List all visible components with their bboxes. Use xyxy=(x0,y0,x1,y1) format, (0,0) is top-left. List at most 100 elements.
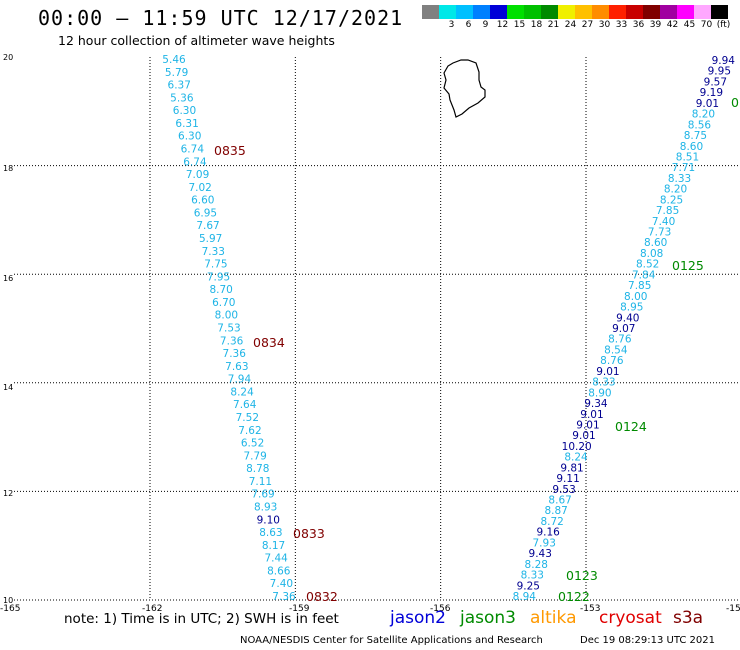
lon-tick-label: -165 xyxy=(0,604,20,614)
wave-height-label: 5.79 xyxy=(165,67,188,79)
wave-height-label: 8.20 xyxy=(692,109,715,121)
wave-height-label: 8.33 xyxy=(592,377,615,389)
wave-height-label: 6.95 xyxy=(194,207,217,219)
legend-swatch xyxy=(677,5,694,19)
wave-height-label: 8.33 xyxy=(521,570,544,582)
wave-height-label: 7.36 xyxy=(272,591,296,603)
wave-height-label: 9.95 xyxy=(708,66,731,78)
legend-swatch xyxy=(473,5,490,19)
wave-height-label: 5.97 xyxy=(199,233,222,245)
pass-time-label: 0122 xyxy=(558,589,590,604)
pass-time-label: 0835 xyxy=(214,143,246,158)
pass-time-label: 0834 xyxy=(253,335,285,350)
wave-height-label: 8.25 xyxy=(660,194,683,206)
lat-tick-label: 10 xyxy=(3,596,13,605)
wave-height-label: 9.01 xyxy=(596,366,619,378)
legend-label: 36 xyxy=(632,20,645,30)
wave-height-label: 9.34 xyxy=(584,398,608,410)
wave-height-label: 7.63 xyxy=(225,361,248,373)
wave-height-label: 6.37 xyxy=(168,80,191,92)
wave-height-label: 8.72 xyxy=(540,516,563,528)
lon-tick-label: -156 xyxy=(430,604,451,614)
footnote: note: 1) Time is in UTC; 2) SWH is in fe… xyxy=(64,611,339,627)
legend-label: 30 xyxy=(598,20,611,30)
wave-height-label: 9.25 xyxy=(517,580,540,592)
wave-height-label: 7.09 xyxy=(186,169,209,181)
wave-height-label: 7.33 xyxy=(202,246,225,258)
wave-height-label: 9.10 xyxy=(257,514,280,526)
lon-tick-label: -162 xyxy=(142,604,162,614)
wave-height-label: 5.36 xyxy=(170,92,194,104)
legend-label: 3 xyxy=(448,20,455,30)
hawaii-island-outline xyxy=(443,59,486,118)
legend-swatch xyxy=(490,5,507,19)
pass-time-label: 0124 xyxy=(615,419,647,434)
wave-height-label: 8.54 xyxy=(604,344,628,356)
wave-height-label: 9.07 xyxy=(612,323,635,335)
map-subtitle: 12 hour collection of altimeter wave hei… xyxy=(58,33,335,48)
legend-label: 24 xyxy=(564,20,577,30)
wave-height-label: 7.11 xyxy=(249,476,272,488)
wave-height-label: 9.19 xyxy=(700,87,723,99)
generation-timestamp: Dec 19 08:29:13 UTC 2021 xyxy=(580,635,715,646)
wave-height-label: 9.94 xyxy=(712,55,736,67)
legend-swatch xyxy=(643,5,660,19)
wave-height-label: 9.57 xyxy=(704,76,727,88)
credit-line: NOAA/NESDIS Center for Satellite Applica… xyxy=(240,635,543,646)
lat-tick-label: 14 xyxy=(3,383,13,392)
legend-label: 42 xyxy=(666,20,679,30)
wave-height-label: 7.36 xyxy=(220,335,244,347)
wave-height-label: 7.52 xyxy=(236,412,259,424)
wave-height-label: 7.62 xyxy=(238,425,261,437)
satellite-label-s3a: s3a xyxy=(673,608,704,628)
legend-swatch xyxy=(660,5,677,19)
wave-height-label: 6.70 xyxy=(212,297,235,309)
legend-label: 21 xyxy=(547,20,560,30)
legend-swatch xyxy=(507,5,524,19)
pass-time-label: 0125 xyxy=(672,258,704,273)
wave-height-label: 6.30 xyxy=(178,131,201,143)
wave-height-label: 8.52 xyxy=(636,259,659,271)
wave-height-label: 8.00 xyxy=(215,310,238,322)
legend-label: 15 xyxy=(513,20,526,30)
wave-height-label: 6.30 xyxy=(173,105,196,117)
wave-height-label: 8.76 xyxy=(608,334,632,346)
legend-swatch xyxy=(694,5,711,19)
pass-time-label: 0 xyxy=(731,95,739,110)
wave-height-label: 7.02 xyxy=(188,182,211,194)
wave-height-label: 7.67 xyxy=(196,220,219,232)
legend-label: 12 xyxy=(496,20,509,30)
wave-height-label: 8.95 xyxy=(620,302,643,314)
wave-height-label: 7.94 xyxy=(228,374,252,386)
wave-height-label: 7.40 xyxy=(270,578,293,590)
wave-height-label: 8.60 xyxy=(644,237,667,249)
lat-tick-label: 20 xyxy=(3,53,13,62)
pass-time-label: 0123 xyxy=(566,568,598,583)
satellite-label-cryosat: cryosat xyxy=(599,608,662,628)
legend-swatch xyxy=(575,5,592,19)
legend-swatch xyxy=(592,5,609,19)
wave-height-label: 6.74 xyxy=(181,144,205,156)
wave-height-label: 8.75 xyxy=(684,130,707,142)
legend-label: 9 xyxy=(482,20,489,30)
wave-height-label: 7.44 xyxy=(264,553,288,565)
legend-swatch xyxy=(541,5,558,19)
altimeter-track-left: 5.465.796.375.366.306.316.306.746.747.09… xyxy=(162,54,338,604)
legend-label: 45 xyxy=(683,20,696,30)
wave-height-label: 9.81 xyxy=(560,462,583,474)
wave-height-label: 8.20 xyxy=(664,184,687,196)
legend-swatch xyxy=(456,5,473,19)
wave-height-label: 7.85 xyxy=(656,205,679,217)
wave-height-label: 7.53 xyxy=(217,323,240,335)
wave-height-label: 9.01 xyxy=(580,409,603,421)
legend-label: 6 xyxy=(465,20,472,30)
wave-height-label: 6.31 xyxy=(175,118,198,130)
legend-label: 70 xyxy=(700,20,713,30)
legend-label: (ft) xyxy=(716,20,731,30)
lon-tick-label: -159 xyxy=(289,604,310,614)
wave-height-label: 7.84 xyxy=(632,269,656,281)
wave-height-label: 8.90 xyxy=(588,387,611,399)
lat-tick-label: 18 xyxy=(3,164,13,173)
wave-height-label: 8.56 xyxy=(688,119,712,131)
